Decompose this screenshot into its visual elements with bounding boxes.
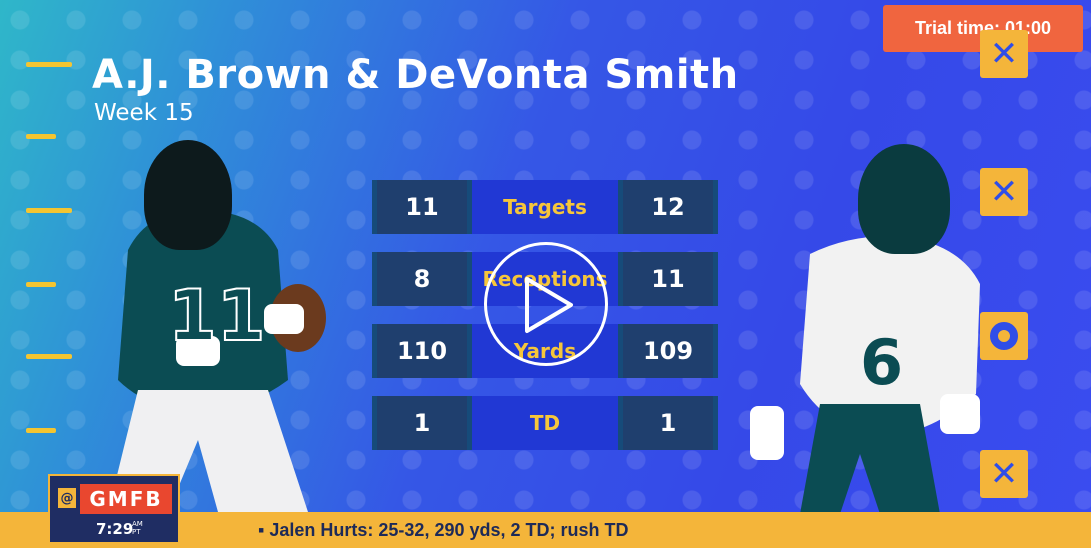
play-button[interactable] [484,242,608,366]
x-mark-icon: ✕ [980,168,1028,216]
stat-label: TD [472,396,618,450]
clock-ampm: AM PT [132,520,143,536]
stat-left-value: 11 [372,180,472,234]
stat-left-value: 110 [372,324,472,378]
stats-row: 1 TD 1 [372,396,718,450]
stat-right-value: 109 [618,324,718,378]
o-mark-icon [980,312,1028,360]
stat-right-value: 1 [618,396,718,450]
clock-time: 7:29 [96,520,134,538]
helmet-left-icon [144,140,232,250]
player-right-image: 6 [740,144,1000,514]
graphic-subtitle: Week 15 [94,100,194,126]
player-left-jersey-number: 11 [168,275,265,357]
at-icon: @ [58,488,76,508]
stat-right-value: 12 [618,180,718,234]
gmfb-logo: GMFB [80,484,172,514]
stat-left-value: 8 [372,252,472,306]
play-icon [525,277,573,333]
helmet-right-icon [858,144,950,254]
x-mark-icon: ✕ [980,30,1028,78]
player-left-image: 11 [88,140,328,512]
ticker-text: ▪ Jalen Hurts: 25-32, 290 yds, 2 TD; rus… [258,520,629,540]
news-ticker: ▪ Jalen Hurts: 25-32, 290 yds, 2 TD; rus… [0,512,1091,548]
network-bug: @ GMFB 7:29 AM PT [48,474,180,544]
player-right-jersey-number: 6 [860,326,903,399]
x-mark-icon: ✕ [980,450,1028,498]
ring-icon [990,322,1018,350]
graphic-title: A.J. Brown & DeVonta Smith [92,52,739,98]
stat-label: Targets [472,180,618,234]
stat-right-value: 11 [618,252,718,306]
stat-left-value: 1 [372,396,472,450]
stats-row: 11 Targets 12 [372,180,718,234]
